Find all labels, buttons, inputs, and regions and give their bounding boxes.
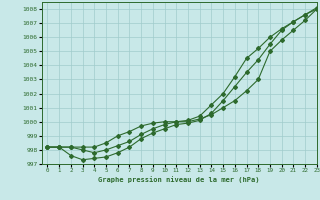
X-axis label: Graphe pression niveau de la mer (hPa): Graphe pression niveau de la mer (hPa) [99,176,260,183]
